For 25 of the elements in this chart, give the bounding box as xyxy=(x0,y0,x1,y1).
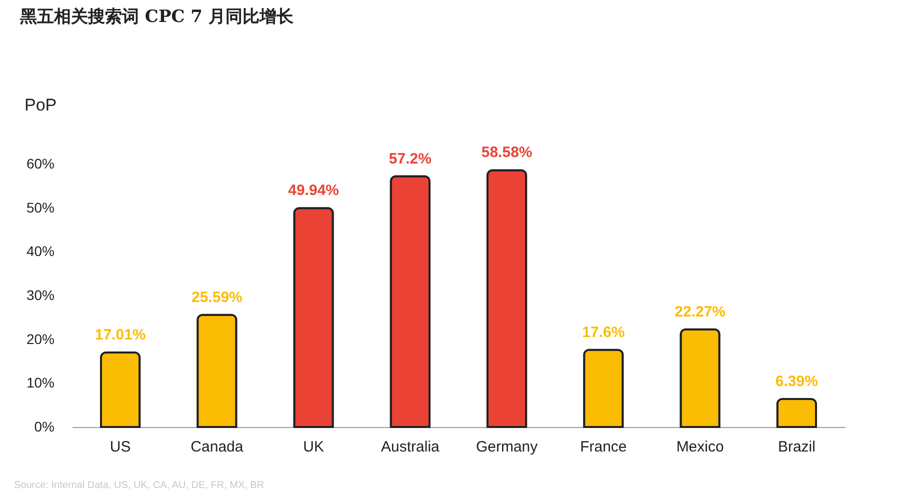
y-tick-label: 50% xyxy=(26,199,54,216)
x-tick-label: Brazil xyxy=(778,438,816,456)
x-tick-label: US xyxy=(110,438,131,456)
y-tick-label: 0% xyxy=(34,418,54,434)
data-label: 22.27% xyxy=(674,303,726,320)
x-tick-label: Australia xyxy=(381,438,440,456)
y-tick-label: 10% xyxy=(26,374,54,391)
x-tick-label: Mexico xyxy=(676,438,724,456)
data-label: 6.39% xyxy=(775,372,818,390)
x-tick-label: Canada xyxy=(190,438,244,456)
chart-title: 黑五相关搜索词 CPC 7 月同比增长 xyxy=(19,7,294,27)
data-label: 57.2% xyxy=(388,150,432,168)
x-tick-label: Germany xyxy=(476,438,538,456)
y-tick-label: 40% xyxy=(26,243,54,260)
data-label: 49.94% xyxy=(288,182,339,200)
x-tick-label: France xyxy=(580,438,627,456)
x-tick-label: UK xyxy=(303,438,324,456)
y-axis-title: PoP xyxy=(24,96,57,114)
y-tick-label: 30% xyxy=(26,287,54,303)
y-tick-label: 60% xyxy=(26,156,54,172)
y-tick-label: 20% xyxy=(26,330,54,347)
data-label: 17.01% xyxy=(94,326,146,344)
data-label: 17.6% xyxy=(582,324,625,341)
data-label: 58.58% xyxy=(481,144,532,162)
data-label: 25.59% xyxy=(192,288,242,306)
